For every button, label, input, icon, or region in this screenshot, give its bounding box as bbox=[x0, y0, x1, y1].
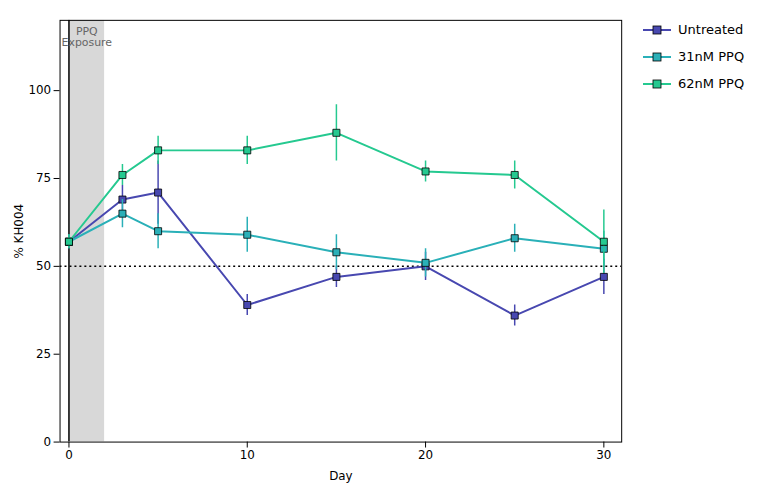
svg-text:0: 0 bbox=[44, 435, 52, 449]
svg-text:75: 75 bbox=[36, 171, 51, 185]
svg-text:0: 0 bbox=[65, 448, 73, 462]
html-text:62nM PPQ: 62nM PPQ bbox=[678, 76, 745, 91]
svg-text:PPQExposure: PPQExposure bbox=[62, 25, 113, 49]
svg-text:20: 20 bbox=[418, 448, 433, 462]
svg-text:Day: Day bbox=[329, 469, 352, 483]
html-text:31nM PPQ: 31nM PPQ bbox=[678, 49, 745, 64]
html-text:Untreated: Untreated bbox=[678, 22, 744, 37]
svg-text:100: 100 bbox=[28, 83, 51, 97]
svg-text:25: 25 bbox=[36, 347, 51, 361]
svg-text:50: 50 bbox=[36, 259, 51, 273]
svg-text:30: 30 bbox=[596, 448, 611, 462]
svg-text:% KH004: % KH004 bbox=[12, 204, 26, 259]
svg-text:10: 10 bbox=[240, 448, 255, 462]
